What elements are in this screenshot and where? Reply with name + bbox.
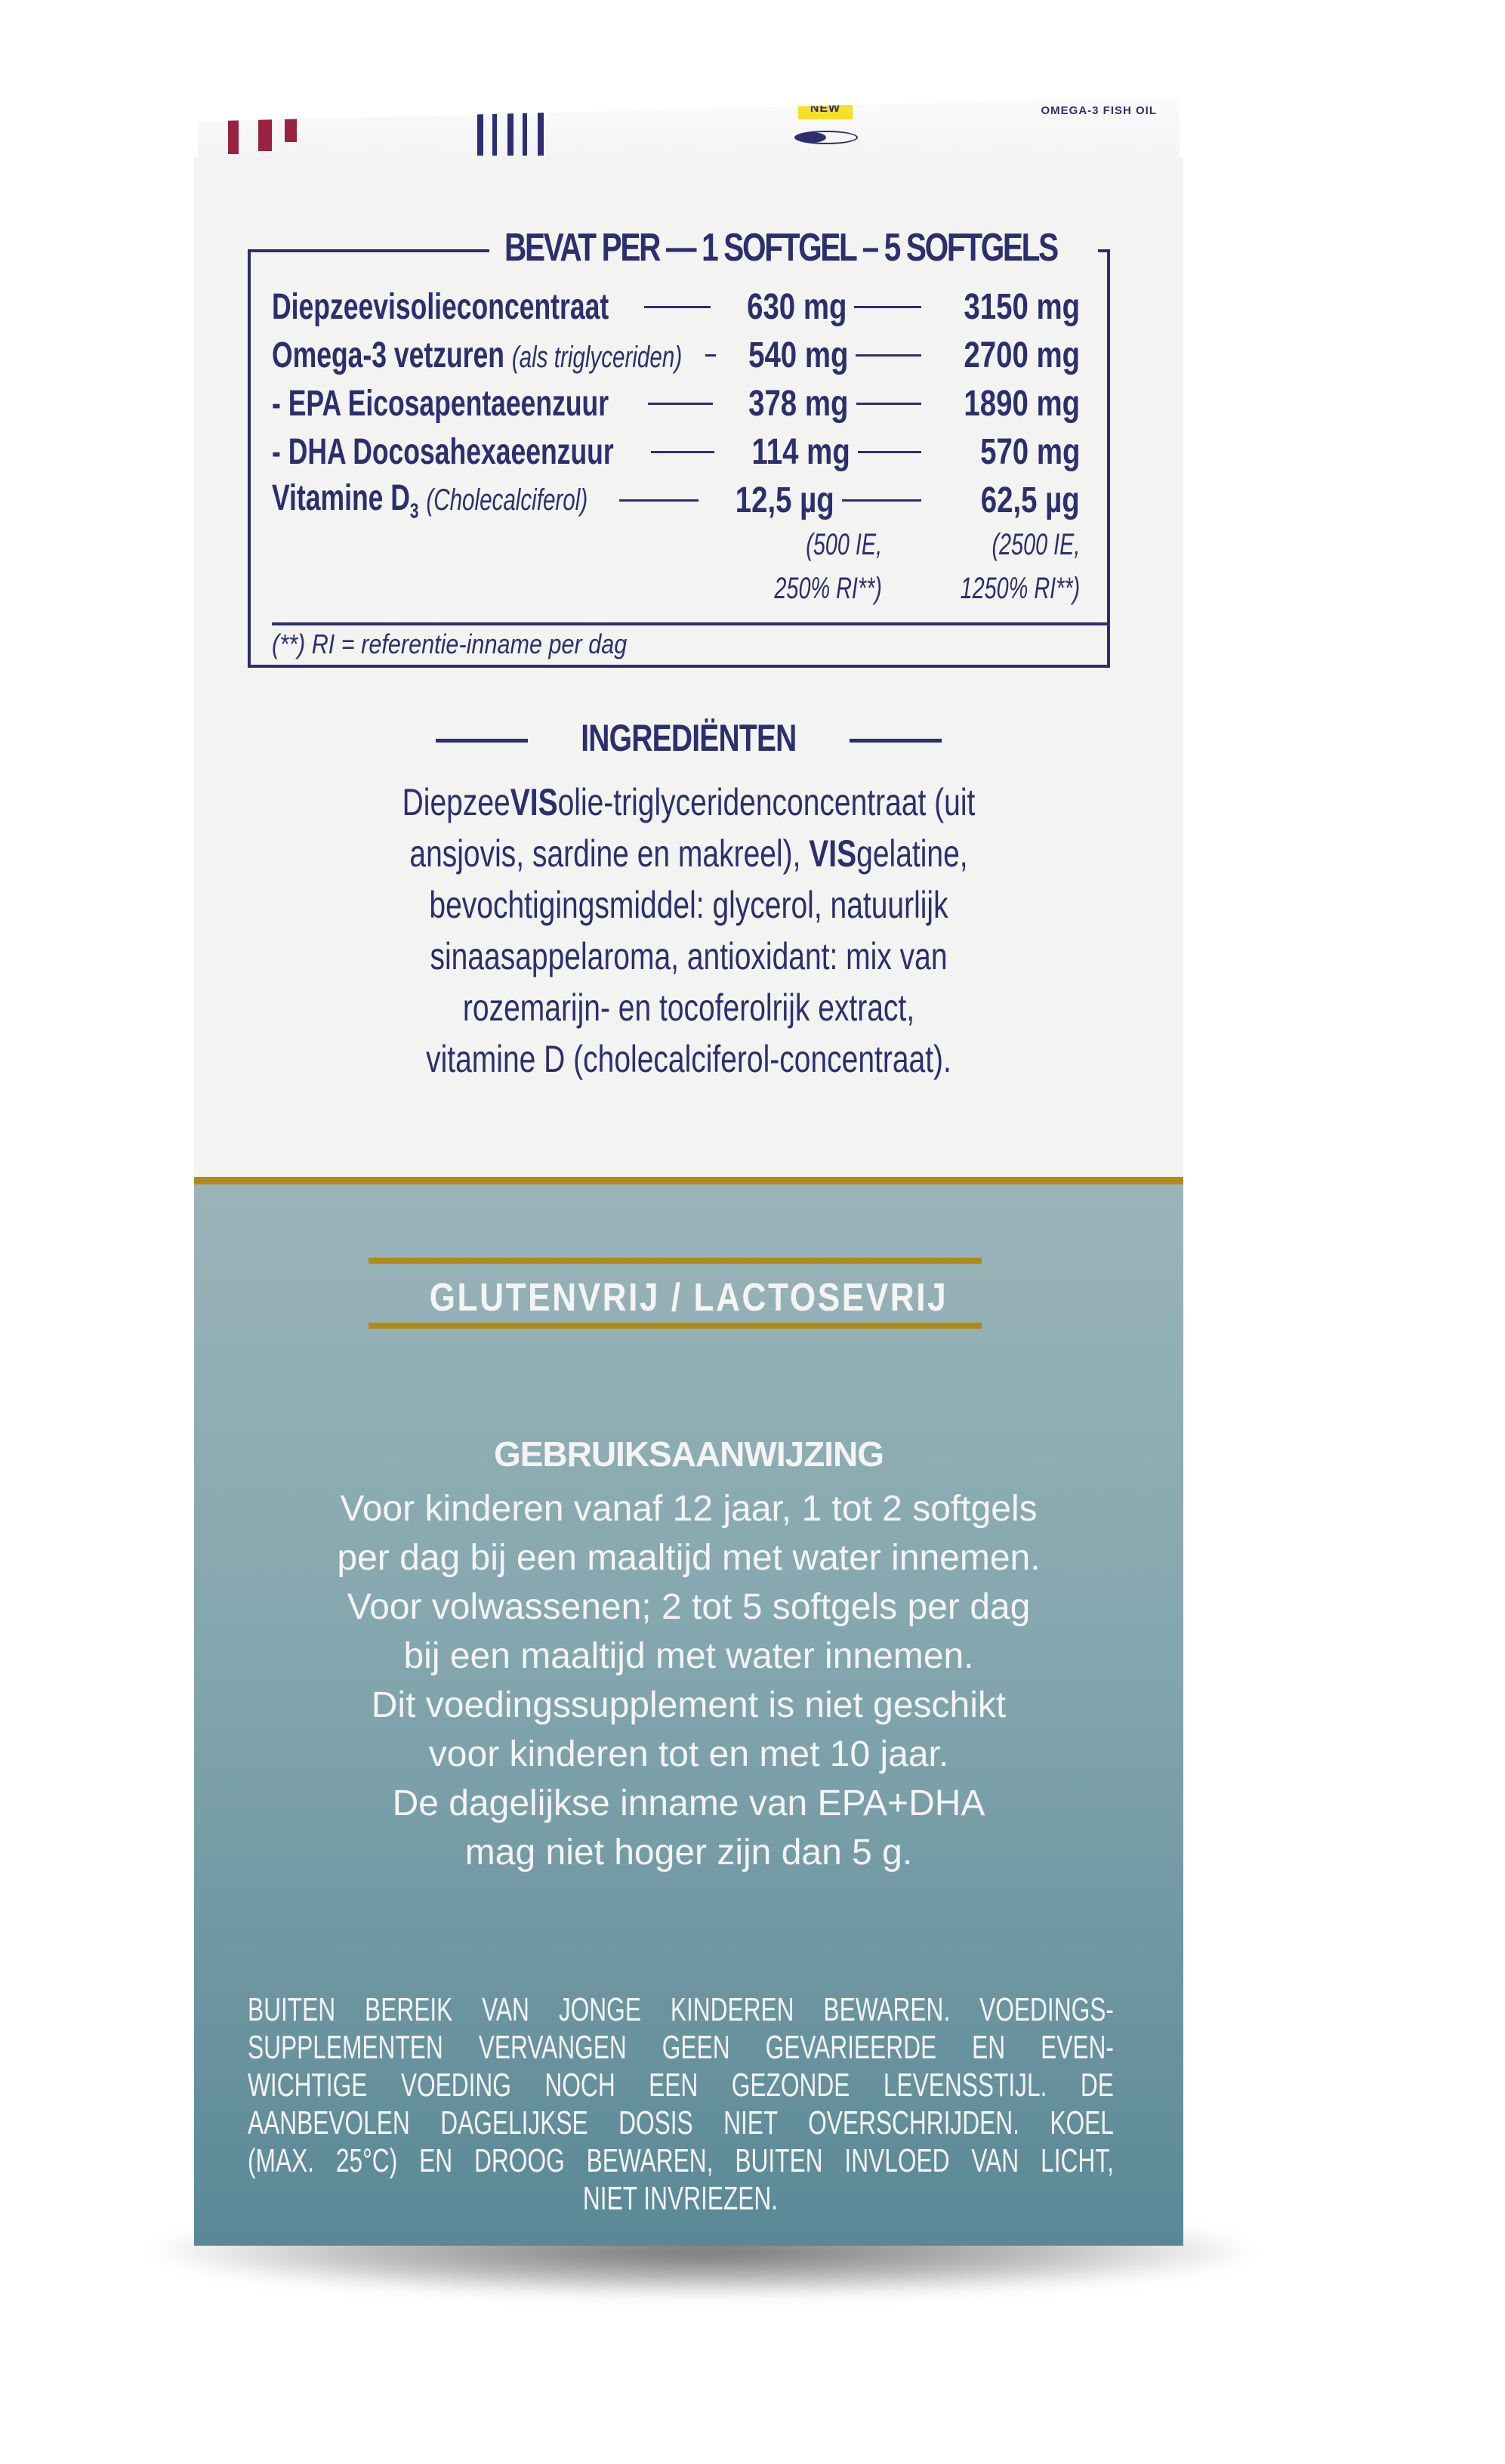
warning-line: WICHTIGE VOEDING NOCH EEN GEZONDE LEVENS… [248, 2067, 1114, 2104]
top-text-mark [258, 115, 272, 151]
usage-line: per dag bij een maaltijd met water innem… [337, 1538, 1041, 1578]
claim-rule-bottom [369, 1323, 982, 1329]
heading-dash [849, 739, 942, 743]
value-5-softgels: 62,5 µg [981, 480, 1081, 520]
leader-line [857, 450, 922, 453]
usage-line: mag niet hoger zijn dan 5 g. [464, 1833, 913, 1873]
row-label: - DHA Docosahexaeenzuur [272, 431, 614, 472]
lower-panel [194, 1184, 1183, 2246]
usage-line: bij een maaltijd met water innemen. [403, 1636, 974, 1676]
table-top-rule [1098, 249, 1110, 252]
side-title: OMEGA-3 FISH OIL [1041, 104, 1157, 117]
row-subscript: 3 [409, 499, 419, 523]
note-line: 250% RI**) [774, 572, 882, 605]
leader-line [650, 450, 714, 453]
leader-line [705, 354, 717, 357]
ingredients-line: sinaasappelaroma, antioxidant: mix van [430, 935, 948, 977]
usage-line: Voor kinderen vanaf 12 jaar, 1 tot 2 sof… [340, 1489, 1038, 1529]
value-1-softgel: 630 mg [747, 286, 847, 327]
value-1-softgel: 540 mg [748, 335, 849, 375]
value-1-softgel: 12,5 µg [736, 480, 835, 520]
warning-line: NIET INVRIEZEN. [582, 2180, 779, 2217]
brand-logo-bar [507, 106, 513, 156]
claims-label: GLUTENVRIJ / LACTOSEVRIJ [429, 1276, 948, 1320]
table-row: - DHA Docosahexaeenzuur 114 mg 570 mg [272, 429, 1080, 474]
usage-line: Voor volwassenen; 2 tot 5 softgels per d… [347, 1587, 1031, 1627]
usage-line: voor kinderen tot en met 10 jaar. [428, 1734, 949, 1774]
note-line: 1250% RI**) [960, 572, 1080, 605]
note-line: (2500 IE, [992, 528, 1080, 561]
usage-line: De dagelijkse inname van EPA+DHA [392, 1783, 985, 1823]
row-label: - EPA Eicosapentaeenzuur [272, 383, 609, 424]
table-header: BEVAT PER — 1 SOFTGEL – 5 SOFTGELS [504, 226, 1059, 270]
ingredients-line: rozemarijn- en tocoferolrijk extract, [462, 987, 915, 1029]
table-separator [272, 622, 1107, 625]
ingredients-line: bevochtigingsmiddel: glycerol, natuurlij… [429, 884, 948, 926]
value-1-softgel: 114 mg [751, 431, 850, 472]
usage-title: GEBRUIKSAANWIJZING [493, 1434, 884, 1474]
leader-line [619, 499, 699, 502]
leader-line [842, 499, 922, 502]
value-1-softgel: 378 mg [748, 383, 849, 424]
vitd-note-1: (500 IE, 250% RI**) [732, 523, 882, 610]
row-label: Diepzeevisolieconcentraat [272, 286, 609, 327]
top-text-mark [228, 119, 239, 154]
table-row: Omega-3 vetzuren (als triglyceriden) 540… [272, 332, 1080, 378]
value-5-softgels: 2700 mg [964, 335, 1080, 375]
warning-line: BUITEN BEREIK VAN JONGE KINDEREN BEWAREN… [248, 1991, 1114, 2028]
value-5-softgels: 1890 mg [964, 383, 1080, 424]
package-back: BEVAT PER — 1 SOFTGEL – 5 SOFTGELS Diepz… [194, 157, 1183, 2246]
usage-text: Voor kinderen vanaf 12 jaar, 1 tot 2 sof… [194, 1484, 1183, 1877]
warning-text: BUITEN BEREIK VAN JONGE KINDEREN BEWAREN… [248, 1991, 1114, 2218]
table-row: Vitamine D3 (Cholecalciferol) 12,5 µg 62… [272, 477, 1080, 523]
upper-panel: BEVAT PER — 1 SOFTGEL – 5 SOFTGELS Diepz… [194, 157, 1183, 1177]
leader-line [647, 402, 713, 405]
brand-logo-bar [492, 106, 497, 156]
leader-line [643, 305, 711, 308]
leader-line [856, 354, 921, 357]
nutrition-table: BEVAT PER — 1 SOFTGEL – 5 SOFTGELS Diepz… [248, 226, 1110, 668]
table-row: - EPA Eicosapentaeenzuur 378 mg 1890 mg [272, 381, 1080, 426]
ingredients-text: DiepzeeVISolie-triglyceridenconcentraat … [307, 777, 1070, 1085]
value-5-softgels: 570 mg [979, 431, 1081, 472]
value-5-softgels: 3150 mg [964, 286, 1080, 327]
table-row: Diepzeevisolieconcentraat 630 mg 3150 mg [272, 284, 1080, 329]
row-label: Vitamine D [272, 477, 410, 518]
warning-line: SUPPLEMENTEN VERVANGEN GEEN GEVARIEERDE … [248, 2029, 1114, 2066]
brand-logo-bar [538, 106, 544, 156]
new-badge: NEW [798, 98, 853, 119]
leader-line [854, 305, 921, 308]
ingredients-heading: INGREDIËNTEN [194, 716, 1183, 760]
package-top-face: NEW OMEGA-3 FISH OIL [198, 97, 1180, 159]
ingredients-line: vitamine D (cholecalciferol-concentraat)… [426, 1038, 951, 1080]
row-sublabel: (als triglyceriden) [511, 340, 683, 374]
fish-logo-icon [794, 131, 858, 144]
brand-logo-bar [477, 106, 483, 156]
usage-line: Dit voedingssupplement is niet geschikt [371, 1685, 1007, 1725]
top-text-mark [285, 112, 297, 142]
row-sublabel: (Cholecalciferol) [426, 483, 588, 517]
ingredients-line: DiepzeeVISolie-triglyceridenconcentraat … [402, 781, 976, 823]
leader-line [856, 402, 921, 405]
heading-dash [436, 739, 529, 743]
warning-line: (MAX. 25°C) EN DROOG BEWAREN, BUITEN INV… [248, 2142, 1114, 2179]
warning-line: AANBEVOLEN DAGELIJKSE DOSIS NIET OVERSCH… [248, 2104, 1114, 2141]
table-footnote: (**) RI = referentie-inname per dag [272, 628, 628, 659]
gold-divider [194, 1177, 1183, 1184]
claim-rule-top [369, 1258, 982, 1264]
vitd-note-5: (2500 IE, 1250% RI**) [914, 523, 1080, 610]
table-top-rule [248, 249, 489, 252]
ingredients-title: INGREDIËNTEN [581, 717, 797, 759]
ingredients-line: ansjovis, sardine en makreel), VISgelati… [409, 832, 968, 875]
note-line: (500 IE, [806, 528, 882, 561]
row-label: Omega-3 vetzuren [272, 335, 504, 375]
brand-logo-bar [523, 106, 527, 156]
